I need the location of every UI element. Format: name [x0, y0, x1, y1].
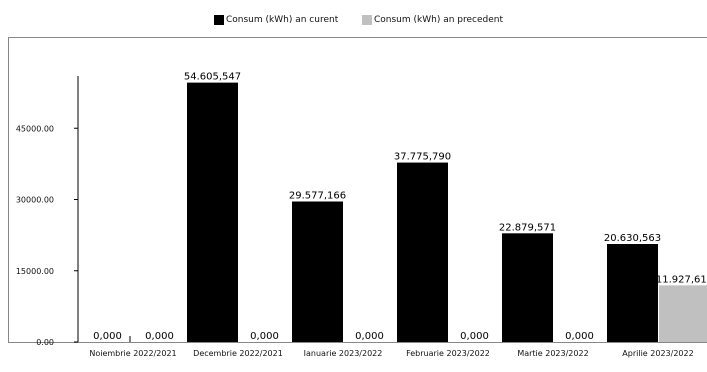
data-label: 0,000: [355, 331, 384, 342]
data-label: 29.577,166: [289, 191, 346, 202]
data-label: 22.879,571: [499, 222, 556, 233]
data-label: 11.927,616: [656, 274, 707, 285]
x-tick-label: Martie 2023/2022: [517, 349, 588, 358]
chart-frame: [8, 37, 707, 343]
legend-swatch-previous: [362, 15, 372, 25]
bar: [502, 233, 553, 342]
y-tick-label: 45000.00: [16, 124, 54, 133]
data-label: 20.630,563: [604, 233, 661, 244]
x-tick-label: Noiembrie 2022/2021: [89, 349, 176, 358]
data-label: 0,000: [565, 331, 594, 342]
data-label: 0,000: [460, 331, 489, 342]
legend-label-previous: Consum (kWh) an precedent: [374, 15, 504, 25]
x-tick-label: Decembrie 2022/2021: [193, 349, 283, 358]
y-tick-label: 30000.00: [16, 196, 54, 205]
data-label: 0,000: [93, 331, 122, 342]
y-tick-label: 0.00: [36, 338, 54, 347]
data-label: 0,000: [145, 331, 174, 342]
y-tick-label: 15000.00: [16, 267, 54, 276]
bar: [397, 162, 448, 342]
bar: [187, 82, 238, 342]
legend-item-previous: Consum (kWh) an precedent: [362, 12, 503, 28]
legend-item-current: Consum (kWh) an curent: [214, 12, 338, 28]
legend-label-current: Consum (kWh) an curent: [226, 15, 339, 25]
x-tick-label: Ianuarie 2023/2022: [304, 349, 383, 358]
legend-swatch-current: [214, 15, 224, 25]
data-label: 0,000: [250, 331, 279, 342]
bar: [659, 285, 707, 342]
bar: [607, 244, 658, 342]
chart-legend: Consum (kWh) an curent Consum (kWh) an p…: [0, 12, 707, 28]
x-tick-label: Aprilie 2023/2022: [622, 349, 693, 358]
bar: [292, 201, 343, 342]
x-tick-label: Februarie 2023/2022: [406, 349, 490, 358]
data-label: 54.605,547: [184, 72, 241, 83]
data-label: 37.775,790: [394, 152, 451, 163]
